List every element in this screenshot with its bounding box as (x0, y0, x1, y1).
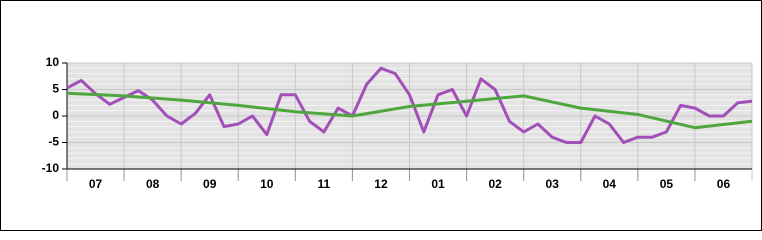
x-tick-label: 04 (603, 177, 617, 191)
x-tick-label: 06 (717, 177, 731, 191)
y-tick-label: 0 (52, 108, 59, 122)
data-line (66, 91, 753, 130)
x-tick-label: 01 (431, 177, 445, 191)
x-tick-label: 05 (660, 177, 674, 191)
y-tick-label: -5 (48, 135, 59, 149)
data-line (66, 66, 753, 144)
x-tick-label: 03 (546, 177, 560, 191)
y-tick-label: -10 (42, 161, 60, 175)
x-tick-label: 02 (488, 177, 502, 191)
x-tick-label: 08 (146, 177, 160, 191)
x-tick-label: 10 (260, 177, 274, 191)
x-tick-label: 12 (374, 177, 388, 191)
x-tick-label: 09 (203, 177, 217, 191)
x-tick-label: 07 (89, 177, 103, 191)
x-tick-label: 11 (318, 177, 331, 191)
y-tick-label: 5 (52, 82, 59, 96)
y-tick-label: 10 (46, 55, 60, 69)
